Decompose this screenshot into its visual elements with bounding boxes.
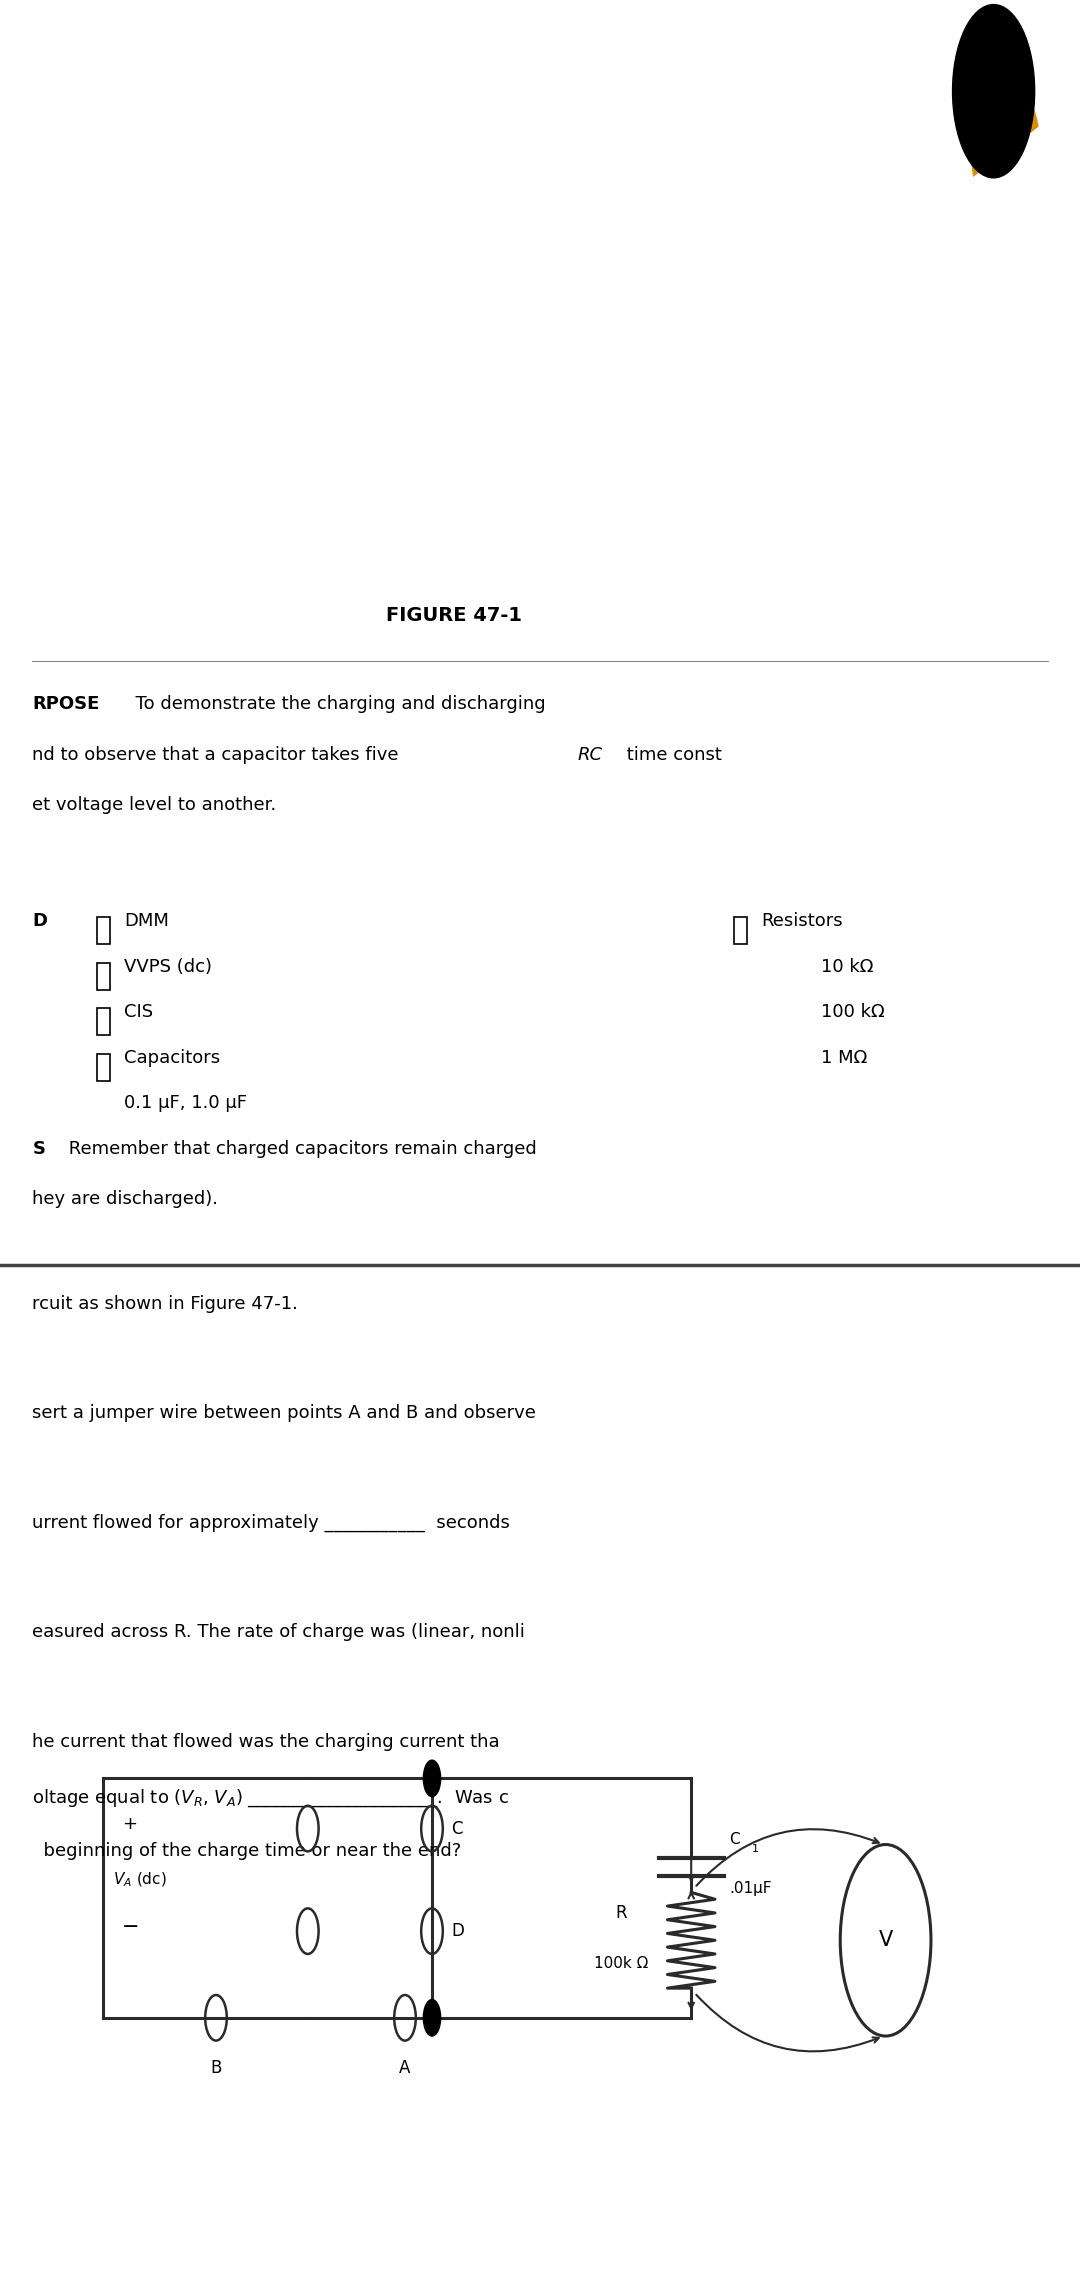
Text: Capacitors: Capacitors (124, 1049, 220, 1067)
Text: +: + (122, 1815, 137, 1833)
Text: hey are discharged).: hey are discharged). (32, 1190, 218, 1208)
Text: FIGURE 47-1: FIGURE 47-1 (386, 606, 522, 625)
Text: DMM: DMM (124, 912, 170, 930)
Text: beginning of the charge time or near the end?: beginning of the charge time or near the… (32, 1842, 461, 1860)
Text: urrent flowed for approximately ___________  seconds: urrent flowed for approximately ________… (32, 1514, 510, 1532)
Text: .01μF: .01μF (729, 1881, 771, 1897)
Text: To demonstrate the charging and discharging: To demonstrate the charging and discharg… (124, 695, 545, 714)
Text: time const: time const (621, 746, 721, 764)
Text: easured across R. The rate of charge was (linear, nonli: easured across R. The rate of charge was… (32, 1623, 525, 1642)
Text: 10 kΩ: 10 kΩ (821, 958, 873, 976)
Text: −: − (122, 1917, 139, 1936)
Text: $V_A$ (dc): $V_A$ (dc) (113, 1870, 167, 1890)
Text: 100k Ω: 100k Ω (594, 1956, 648, 1970)
Text: 1 MΩ: 1 MΩ (821, 1049, 867, 1067)
Text: Resistors: Resistors (761, 912, 843, 930)
Text: VVPS (dc): VVPS (dc) (124, 958, 212, 976)
Circle shape (423, 2000, 441, 2036)
Text: 1: 1 (752, 1845, 758, 1854)
Text: A: A (400, 2059, 410, 2077)
Text: C: C (451, 1819, 463, 1838)
Text: 100 kΩ: 100 kΩ (821, 1003, 885, 1021)
Text: B: B (211, 2059, 221, 2077)
Circle shape (423, 1760, 441, 1797)
Text: S: S (32, 1140, 45, 1158)
Text: rcuit as shown in Figure 47-1.: rcuit as shown in Figure 47-1. (32, 1295, 298, 1313)
Wedge shape (971, 78, 1039, 178)
Text: oltage equal to ($V_R$, $V_A$) _____________________.  Was c: oltage equal to ($V_R$, $V_A$) _________… (32, 1788, 510, 1808)
Text: D: D (451, 1922, 464, 1940)
Text: he current that flowed was the charging current tha: he current that flowed was the charging … (32, 1733, 500, 1751)
Text: D: D (32, 912, 48, 930)
Text: V: V (878, 1931, 893, 1949)
Text: et voltage level to another.: et voltage level to another. (32, 796, 276, 814)
Text: nd to observe that a capacitor takes five: nd to observe that a capacitor takes fiv… (32, 746, 405, 764)
Text: CIS: CIS (124, 1003, 153, 1021)
Text: 0.1 μF, 1.0 μF: 0.1 μF, 1.0 μF (124, 1094, 247, 1113)
Text: Remember that charged capacitors remain charged: Remember that charged capacitors remain … (63, 1140, 537, 1158)
Text: RC: RC (578, 746, 603, 764)
Circle shape (953, 5, 1035, 178)
Text: R: R (616, 1904, 626, 1922)
Text: sert a jumper wire between points A and B and observe: sert a jumper wire between points A and … (32, 1404, 537, 1423)
Text: RPOSE: RPOSE (32, 695, 99, 714)
Text: C: C (729, 1831, 740, 1847)
